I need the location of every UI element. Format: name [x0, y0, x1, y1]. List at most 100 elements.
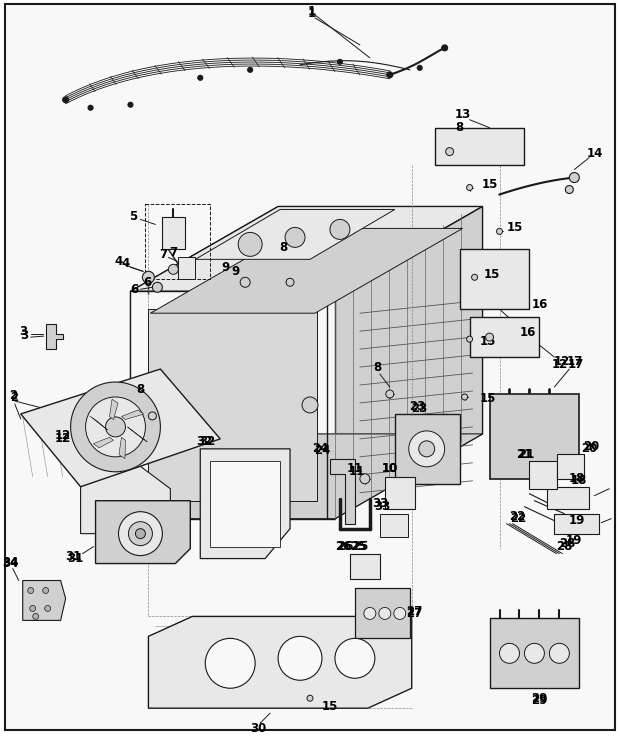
Polygon shape [90, 416, 107, 430]
Text: 15: 15 [507, 221, 523, 234]
Text: 17: 17 [566, 355, 582, 367]
Text: 12: 12 [55, 429, 71, 442]
Circle shape [43, 587, 48, 593]
Text: 8: 8 [456, 121, 464, 134]
Text: 33: 33 [374, 500, 390, 513]
Circle shape [418, 441, 435, 457]
Text: 16: 16 [531, 298, 547, 311]
Text: 28: 28 [559, 537, 575, 550]
Text: 18: 18 [569, 473, 585, 485]
Circle shape [500, 643, 520, 663]
Polygon shape [435, 127, 525, 165]
Circle shape [198, 75, 203, 80]
Circle shape [71, 382, 161, 472]
Circle shape [446, 148, 454, 155]
Text: 4: 4 [122, 257, 130, 270]
Text: 9: 9 [231, 265, 239, 277]
Circle shape [285, 227, 305, 247]
Circle shape [569, 172, 579, 183]
Circle shape [63, 96, 69, 103]
Polygon shape [469, 317, 539, 357]
Circle shape [387, 72, 393, 78]
Circle shape [128, 102, 133, 107]
Polygon shape [128, 427, 147, 442]
Polygon shape [179, 258, 195, 279]
Text: 20: 20 [581, 442, 598, 456]
Circle shape [467, 185, 472, 191]
Polygon shape [162, 217, 185, 250]
Text: 26: 26 [337, 540, 353, 553]
Text: 18: 18 [571, 474, 588, 487]
Text: ereplacementparts.com: ereplacementparts.com [235, 328, 385, 341]
Circle shape [135, 528, 146, 539]
Text: 22: 22 [510, 510, 526, 523]
Circle shape [205, 638, 255, 688]
Text: 12: 12 [55, 432, 71, 445]
Polygon shape [395, 414, 459, 484]
Circle shape [394, 607, 405, 620]
Text: 31: 31 [66, 550, 82, 563]
Circle shape [240, 277, 250, 287]
Text: 19: 19 [566, 534, 583, 547]
Polygon shape [148, 617, 412, 708]
Polygon shape [385, 477, 415, 509]
Polygon shape [81, 459, 170, 534]
Text: 31: 31 [68, 552, 84, 565]
Polygon shape [380, 514, 408, 537]
Text: 23: 23 [412, 403, 428, 415]
Circle shape [386, 390, 394, 398]
Text: 8: 8 [136, 383, 144, 395]
Text: 10: 10 [382, 462, 398, 475]
Text: 6: 6 [143, 276, 151, 289]
Text: 12: 12 [551, 358, 567, 370]
Text: 21: 21 [516, 448, 533, 461]
Text: 27: 27 [407, 605, 423, 618]
Text: 1: 1 [308, 7, 316, 21]
Polygon shape [547, 486, 589, 509]
Text: 6: 6 [130, 283, 139, 296]
Text: 29: 29 [531, 692, 547, 704]
Circle shape [417, 66, 422, 71]
Text: 15: 15 [484, 268, 500, 281]
Polygon shape [23, 581, 66, 620]
Circle shape [45, 606, 51, 612]
Text: 12: 12 [553, 355, 570, 367]
Text: 20: 20 [583, 440, 600, 453]
Text: 15: 15 [481, 178, 498, 191]
Circle shape [335, 638, 375, 679]
Polygon shape [459, 250, 529, 309]
Text: 24: 24 [312, 442, 328, 456]
Polygon shape [210, 461, 280, 547]
Polygon shape [330, 459, 355, 523]
Text: 25: 25 [352, 540, 368, 553]
Text: 19: 19 [569, 514, 585, 527]
Text: 10: 10 [382, 462, 398, 475]
Text: 8: 8 [279, 241, 287, 254]
Polygon shape [195, 210, 395, 259]
Text: 3: 3 [20, 325, 28, 338]
Text: 34: 34 [2, 557, 19, 570]
Circle shape [33, 613, 38, 620]
Polygon shape [148, 309, 317, 500]
Polygon shape [20, 369, 220, 486]
Polygon shape [119, 437, 125, 459]
Text: 9: 9 [221, 261, 229, 274]
Circle shape [143, 272, 154, 283]
Circle shape [307, 696, 313, 701]
Polygon shape [335, 207, 482, 519]
Circle shape [360, 474, 370, 484]
Text: 24: 24 [314, 445, 330, 457]
Polygon shape [200, 449, 290, 559]
Circle shape [549, 643, 569, 663]
Text: 34: 34 [2, 556, 19, 569]
Text: 30: 30 [250, 721, 266, 735]
Text: 28: 28 [556, 540, 572, 553]
Text: 8: 8 [374, 361, 382, 374]
Text: 14: 14 [587, 147, 603, 160]
Text: 32: 32 [199, 436, 215, 448]
Circle shape [105, 417, 125, 437]
Circle shape [467, 336, 472, 342]
Text: 11: 11 [349, 465, 365, 478]
Text: 1: 1 [308, 5, 316, 18]
Polygon shape [529, 461, 557, 489]
